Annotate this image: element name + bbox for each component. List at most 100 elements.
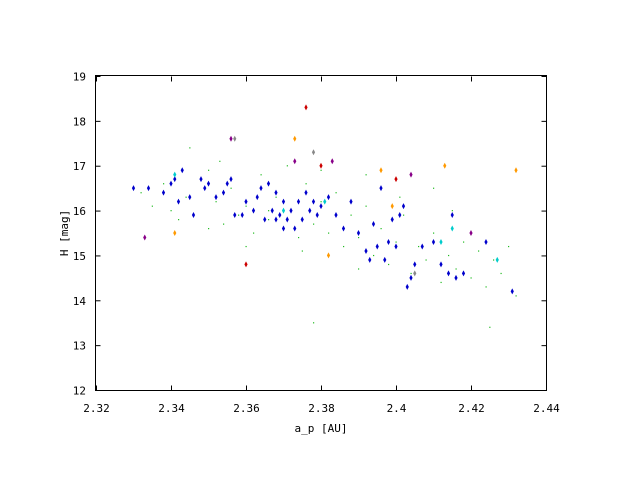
data-point: [375, 243, 379, 250]
data-point: [388, 263, 390, 266]
data-point: [413, 261, 417, 268]
data-point: [281, 207, 286, 214]
data-point: [450, 212, 454, 219]
data-point: [454, 274, 458, 281]
data-point: [326, 252, 331, 259]
data-point: [334, 212, 338, 219]
data-point: [323, 198, 327, 205]
axis-ticks: [95, 76, 547, 391]
data-point: [286, 165, 288, 167]
data-point: [343, 245, 345, 248]
data-point: [173, 176, 177, 183]
data-point: [244, 198, 248, 205]
y-tick-label: 18: [73, 115, 86, 128]
data-point: [173, 230, 177, 236]
data-point: [185, 196, 187, 198]
data-point: [251, 207, 256, 214]
data-point: [229, 135, 233, 142]
data-point: [223, 223, 225, 225]
data-point: [515, 295, 517, 297]
data-point: [281, 198, 286, 205]
data-point: [189, 147, 191, 149]
y-tick-labels: 12 13 14 15 16 17 18 19: [73, 71, 87, 398]
data-point: [446, 270, 451, 277]
data-point: [176, 198, 181, 205]
data-point: [373, 254, 375, 257]
data-point: [206, 180, 211, 187]
data-point: [313, 223, 315, 225]
data-point: [403, 214, 405, 216]
data-point: [500, 272, 502, 275]
data-point: [371, 221, 376, 228]
data-point: [451, 210, 453, 212]
data-point: [335, 192, 337, 194]
data-point: [146, 185, 151, 192]
data-point: [169, 180, 173, 187]
data-point: [431, 238, 436, 245]
data-points: [131, 104, 518, 328]
x-tick-label: 2.32: [83, 402, 110, 415]
data-point: [208, 169, 210, 171]
y-tick-label: 14: [73, 295, 87, 308]
data-point: [180, 167, 184, 174]
data-point: [281, 225, 286, 232]
data-point: [358, 268, 360, 270]
y-tick-label: 15: [73, 250, 86, 263]
data-point: [356, 230, 361, 236]
data-point: [368, 256, 372, 263]
data-point: [244, 261, 248, 268]
data-point: [401, 203, 406, 210]
y-tick-label: 13: [73, 340, 86, 353]
y-tick-label: 12: [73, 385, 86, 398]
x-tick-label: 2.4: [387, 402, 407, 415]
data-point: [221, 189, 226, 196]
data-point: [443, 162, 447, 169]
data-point: [214, 194, 218, 201]
data-point: [433, 232, 435, 234]
data-point: [215, 201, 217, 203]
x-tick-label: 2.38: [308, 402, 335, 415]
data-point: [313, 322, 315, 324]
data-point: [418, 245, 420, 248]
data-point: [350, 214, 352, 216]
data-point: [364, 247, 368, 254]
data-point: [298, 236, 300, 239]
data-point: [319, 203, 323, 210]
data-point: [341, 225, 346, 232]
data-point: [253, 232, 255, 234]
data-point: [320, 169, 322, 171]
x-tick-label: 2.42: [458, 402, 485, 415]
data-point: [255, 194, 259, 201]
data-point: [398, 212, 402, 219]
data-point: [199, 176, 203, 183]
data-point: [238, 214, 240, 216]
data-point: [260, 174, 262, 176]
data-point: [301, 250, 303, 252]
data-point: [305, 183, 307, 185]
x-axis-label: a_p [AU]: [295, 422, 348, 435]
data-point: [485, 286, 487, 288]
data-point: [293, 135, 297, 142]
data-point: [455, 268, 457, 270]
data-point: [448, 254, 450, 257]
data-point: [495, 256, 499, 263]
data-point: [270, 207, 274, 214]
data-point: [433, 187, 435, 189]
data-point: [225, 180, 229, 187]
y-tick-label: 19: [73, 71, 86, 84]
data-point: [263, 216, 267, 223]
y-tick-label: 16: [73, 205, 86, 218]
data-point: [289, 207, 293, 214]
data-point: [191, 212, 196, 219]
data-point: [489, 326, 491, 328]
data-point: [293, 158, 297, 165]
data-point: [304, 104, 308, 111]
data-point: [163, 183, 165, 185]
data-point: [240, 212, 244, 219]
data-point: [493, 259, 495, 261]
data-point: [405, 283, 409, 290]
data-point: [439, 238, 443, 245]
data-point: [461, 270, 466, 277]
data-point: [304, 189, 308, 196]
data-point: [296, 198, 301, 205]
